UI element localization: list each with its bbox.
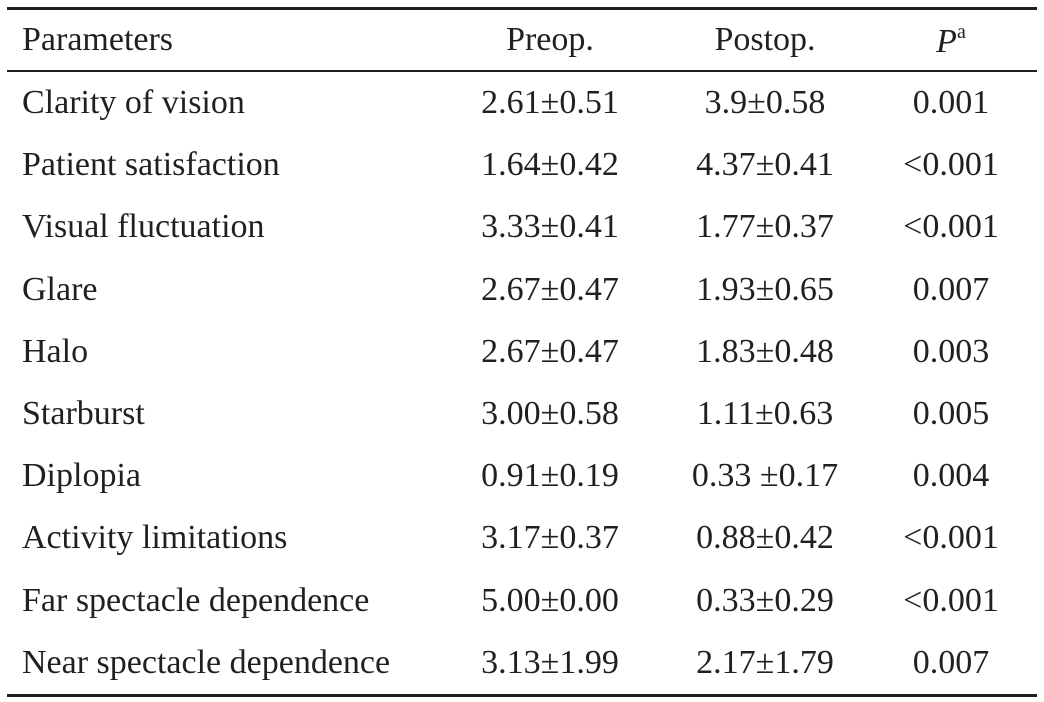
cell-parameter: Far spectacle dependence [22,581,370,619]
cell-postop: 4.37±0.41 [696,146,834,184]
cell-postop: 3.9±0.58 [704,84,826,122]
cell-preop: 5.00±0.00 [481,581,619,619]
cell-p-value: 0.005 [912,395,990,433]
table-row: Clarity of vision 2.61±0.51 3.9±0.58 0.0… [7,72,1037,134]
bottom-rule [7,693,1037,697]
cell-p-value: <0.001 [903,519,999,557]
table-row: Visual fluctuation 3.33±0.41 1.77±0.37 <… [7,196,1037,258]
top-rule [7,7,1037,10]
results-table: Parameters Preop. Postop. Pa [7,10,1037,70]
cell-postop: 0.33±0.29 [696,581,834,619]
header-rule [7,70,1037,72]
cell-preop: 3.00±0.58 [481,395,619,433]
cell-postop: 1.11±0.63 [696,395,834,433]
table-row: Halo 2.67±0.47 1.83±0.48 0.003 [7,321,1037,383]
table-row: Patient satisfaction 1.64±0.42 4.37±0.41… [7,134,1037,196]
cell-parameter: Starburst [22,395,145,433]
cell-preop: 3.13±1.99 [481,643,619,681]
cell-preop: 2.67±0.47 [481,332,619,370]
results-table-container: Parameters Preop. Postop. Pa Clarity of … [7,7,1037,697]
cell-postop: 0.33 ±0.17 [691,457,839,495]
cell-preop: 1.64±0.42 [481,146,619,184]
cell-preop: 0.91±0.19 [481,457,619,495]
table-body: Clarity of vision 2.61±0.51 3.9±0.58 0.0… [7,72,1037,694]
cell-postop: 1.77±0.37 [696,208,834,246]
cell-p-value: 0.007 [912,643,990,681]
table-row: Near spectacle dependence 3.13±1.99 2.17… [7,632,1037,694]
cell-postop: 0.88±0.42 [696,519,834,557]
table-row: Activity limitations 3.17±0.37 0.88±0.42… [7,507,1037,569]
cell-preop: 2.67±0.47 [481,270,619,308]
header-row: Parameters Preop. Postop. Pa [7,10,1037,70]
table-row: Diplopia 0.91±0.19 0.33 ±0.17 0.004 [7,445,1037,507]
cell-postop: 1.93±0.65 [696,270,834,308]
cell-preop: 3.33±0.41 [481,208,619,246]
cell-p-value: 0.004 [912,457,990,495]
cell-parameter: Diplopia [22,457,141,495]
cell-postop: 2.17±1.79 [696,643,834,681]
cell-parameter: Halo [22,332,89,370]
cell-parameter: Clarity of vision [22,84,245,122]
cell-postop: 1.83±0.48 [696,332,834,370]
table-header: Parameters Preop. Postop. Pa [7,10,1037,70]
header-p-superscript: a [956,20,966,43]
table-row: Far spectacle dependence 5.00±0.00 0.33±… [7,570,1037,632]
header-p-value: Pa [865,10,1037,70]
cell-p-value: 0.003 [912,332,990,370]
header-preop: Preop. [506,21,594,58]
table-row: Starburst 3.00±0.58 1.11±0.63 0.005 [7,383,1037,445]
header-p-letter: P [936,22,957,60]
table-row: Glare 2.67±0.47 1.93±0.65 0.007 [7,259,1037,321]
cell-p-value: 0.001 [912,84,990,122]
header-parameters: Parameters [22,21,174,58]
cell-p-value: <0.001 [903,581,999,619]
cell-parameter: Visual fluctuation [22,208,265,246]
results-table-body: Clarity of vision 2.61±0.51 3.9±0.58 0.0… [7,72,1037,694]
cell-parameter: Patient satisfaction [22,146,280,184]
cell-p-value: <0.001 [903,146,999,184]
cell-preop: 2.61±0.51 [481,84,619,122]
cell-parameter: Near spectacle dependence [22,643,391,681]
cell-p-value: <0.001 [903,208,999,246]
cell-p-value: 0.007 [912,270,990,308]
cell-preop: 3.17±0.37 [481,519,619,557]
header-postop: Postop. [714,21,816,58]
cell-parameter: Glare [22,270,98,308]
cell-parameter: Activity limitations [22,519,288,557]
